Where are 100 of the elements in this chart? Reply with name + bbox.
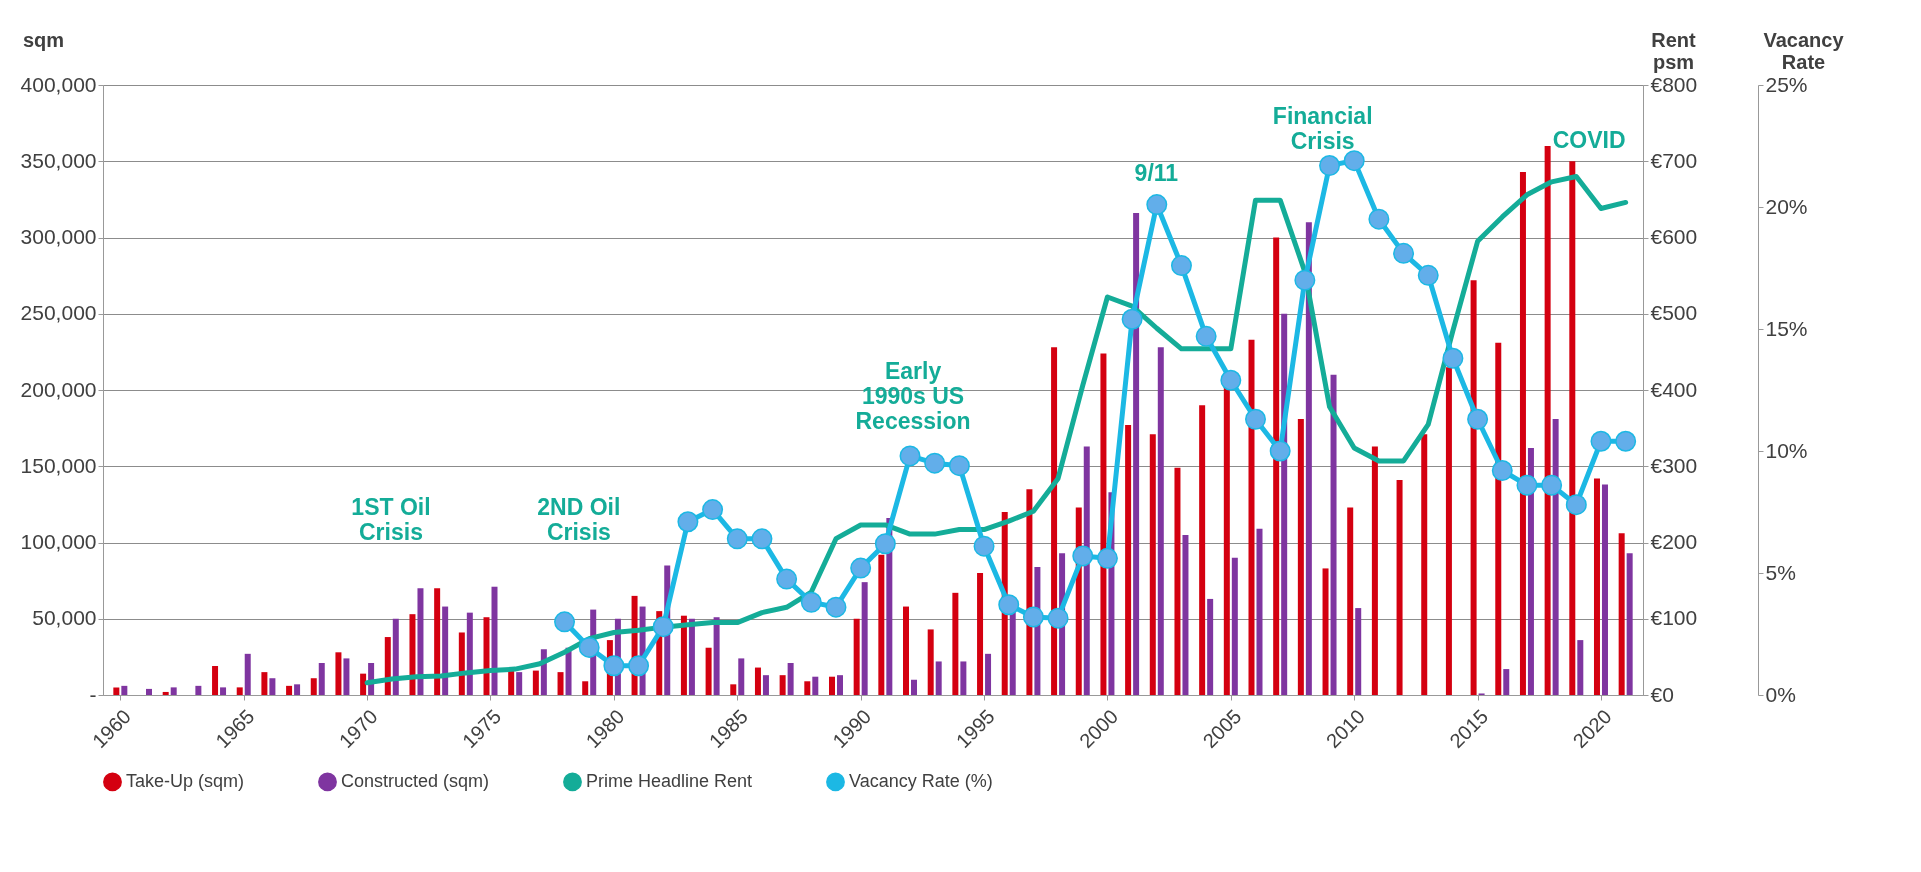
point: [677, 511, 699, 533]
y-tick-label: 300,000: [20, 225, 97, 248]
point: [1343, 150, 1365, 172]
bar: [1552, 418, 1559, 695]
bar: [812, 676, 819, 695]
point: [1022, 606, 1044, 628]
bar: [1503, 669, 1510, 695]
point: [948, 455, 970, 477]
bar: [491, 586, 498, 695]
bar: [1273, 237, 1280, 695]
point: [1516, 474, 1538, 496]
bar: [1256, 528, 1263, 695]
bar: [212, 666, 219, 695]
bar: [1519, 171, 1526, 695]
bar: [269, 678, 276, 695]
annotation: Early 1990s US Recession: [855, 357, 971, 434]
y2-tick-label: €800: [1650, 72, 1698, 96]
y3-tick-label: 0%: [1765, 682, 1796, 706]
point: [800, 591, 822, 613]
legend-label: Vacancy Rate (%): [849, 770, 993, 791]
point: [1096, 547, 1118, 569]
point: [973, 535, 995, 557]
bar: [1133, 213, 1140, 695]
y3-tick-label: 25%: [1765, 72, 1808, 96]
bar: [113, 687, 120, 695]
point: [1541, 474, 1563, 496]
point: [1467, 408, 1489, 430]
annotation: COVID: [1552, 126, 1626, 153]
bar: [836, 675, 843, 695]
bar: [911, 679, 918, 695]
bar: [1322, 568, 1329, 695]
point: [1442, 347, 1464, 369]
point: [899, 445, 921, 467]
bar: [1207, 598, 1214, 695]
bar: [1569, 161, 1576, 695]
y3-tick-label: 10%: [1765, 438, 1808, 462]
point: [1047, 607, 1069, 629]
y-tick-label: 250,000: [20, 301, 97, 325]
y2-tick-label: €0: [1650, 682, 1674, 706]
bar: [483, 617, 490, 695]
bar: [738, 658, 745, 695]
bar: [532, 670, 539, 695]
bar: [1593, 478, 1600, 695]
y2-tick-label: €100: [1650, 606, 1698, 630]
bar: [261, 672, 268, 695]
bar: [582, 681, 589, 695]
bar: [392, 618, 399, 695]
bar: [1248, 339, 1255, 695]
legend-label: Prime Headline Rent: [586, 770, 753, 791]
y2-tick-label: €400: [1650, 377, 1698, 401]
legend-label: Take-Up (sqm): [126, 770, 245, 791]
bar: [787, 662, 794, 695]
bar: [220, 687, 227, 695]
bar: [804, 681, 811, 695]
point: [825, 596, 847, 618]
bar: [1182, 534, 1189, 695]
bar: [417, 588, 424, 695]
bar: [1396, 479, 1403, 695]
y2-tick-label: €200: [1650, 530, 1698, 553]
bar: [442, 606, 449, 695]
point: [1393, 242, 1415, 264]
bar: [762, 675, 769, 695]
y3-tick-label: 20%: [1765, 194, 1808, 218]
bar: [828, 676, 835, 695]
bar: [360, 673, 367, 695]
point: [1319, 155, 1341, 176]
bar: [1149, 434, 1156, 695]
annotation: 9/11: [1134, 160, 1179, 187]
bar: [1495, 342, 1502, 695]
bar: [384, 637, 391, 695]
bar: [688, 618, 695, 695]
bar: [170, 687, 177, 695]
bar: [286, 685, 293, 695]
y-tick-label: 100,000: [20, 530, 97, 553]
bar: [1355, 608, 1362, 695]
y3-axis-title: Vacancy Rate: [1763, 28, 1845, 73]
bar: [146, 688, 153, 695]
bar: [1330, 374, 1337, 695]
annotation: 1ST Oil Crisis: [351, 494, 431, 546]
y-axis-title: sqm: [22, 28, 65, 51]
bar: [466, 612, 473, 695]
point: [1417, 264, 1439, 286]
y2-tick-label: €300: [1650, 453, 1698, 477]
point: [1072, 545, 1094, 567]
y2-tick-label: €500: [1650, 301, 1698, 325]
bar: [960, 661, 967, 695]
point: [776, 568, 798, 590]
bar: [1618, 533, 1625, 695]
bar: [294, 684, 301, 695]
bar: [935, 661, 942, 695]
bar: [1347, 507, 1354, 695]
bar: [779, 675, 786, 695]
bar: [952, 592, 959, 695]
annotation: Financial Crisis: [1272, 102, 1373, 154]
bar: [985, 653, 992, 695]
point: [1269, 440, 1291, 462]
bar: [1544, 146, 1551, 695]
bar: [162, 691, 169, 695]
bar: [1100, 353, 1107, 695]
y-tick-label: 150,000: [20, 453, 97, 477]
